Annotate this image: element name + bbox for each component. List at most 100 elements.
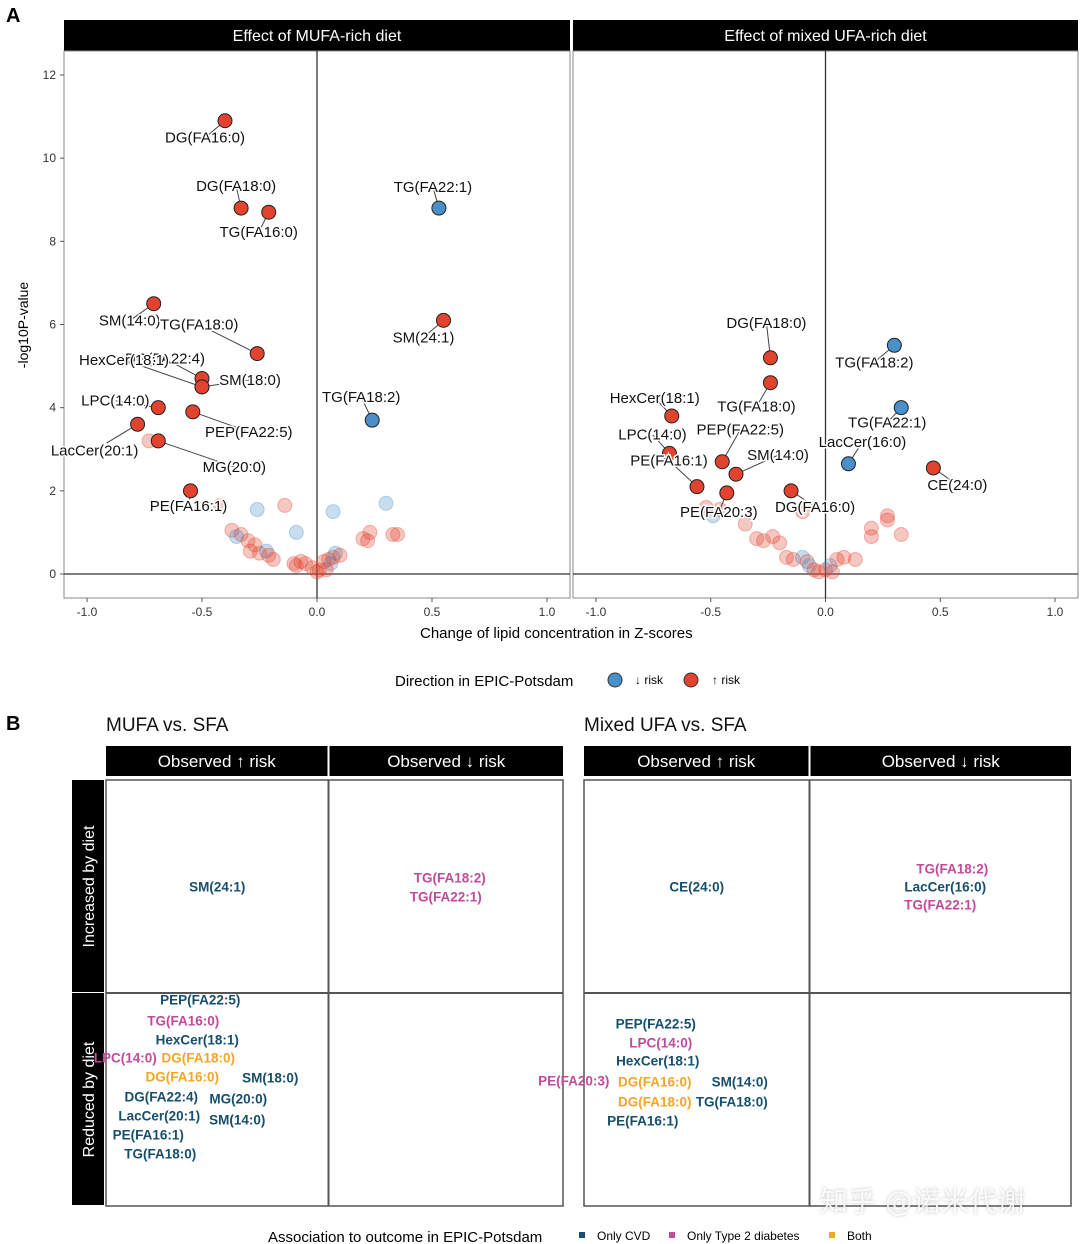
legend-only-t2d-label: Only Type 2 diabetes [687, 1229, 800, 1243]
x-tick-label: 0.0 [309, 605, 326, 619]
faded-point [778, 549, 794, 565]
lipid-label: DG(FA16:0) [618, 1075, 692, 1090]
point-label: TG(FA18:0) [160, 317, 238, 334]
faded-point [824, 564, 840, 580]
column-label: Observed ↓ risk [387, 752, 506, 771]
faded-point [795, 504, 811, 520]
point-label: PE(FA20:3) [680, 504, 758, 521]
faded-point [258, 543, 274, 559]
point-SM(18:0) [194, 379, 210, 395]
label-leader [201, 379, 251, 388]
faded-point [298, 556, 313, 572]
faded-point [288, 524, 304, 540]
x-tick-label: 0.0 [817, 605, 834, 619]
point-PE(FA16:1) [183, 483, 198, 499]
lipid-label: HexCer(18:1) [616, 1054, 699, 1069]
column-label: Observed ↑ risk [158, 752, 277, 771]
lipid-label: TG(FA18:2) [414, 871, 486, 886]
faded-point [229, 529, 244, 545]
chart-layer: Effect of MUFA-rich diet -1.0 -0.5 0.0 0.5 1.… [43, 20, 1079, 1207]
faded-point [288, 558, 304, 574]
lipid-label: SM(14:0) [209, 1113, 265, 1128]
faded-point [311, 562, 327, 578]
point-label: SM(14:0) [99, 313, 161, 330]
faded-point [829, 551, 845, 567]
lipid-label: TG(FA18:0) [124, 1147, 196, 1162]
faded-point [277, 497, 293, 513]
x-tick-label: 0.5 [932, 605, 949, 619]
point-label: DG(FA18:0) [726, 315, 806, 332]
legend-both-swatch [829, 1232, 835, 1238]
row-header [72, 993, 104, 1205]
column-header [584, 746, 809, 776]
faded-point [247, 537, 263, 553]
point-label: DG(FA16:0) [775, 499, 855, 516]
legend-b-title: Association to outcome in EPIC-Potsdam [268, 1229, 542, 1244]
lipid-label: TG(FA16:0) [147, 1014, 219, 1029]
faded-point [756, 533, 772, 549]
faded-point [847, 551, 863, 567]
lipid-label: SM(14:0) [712, 1075, 768, 1090]
watermark: 知乎 @诺米代谢 [820, 1185, 1025, 1218]
faded-point [323, 556, 339, 572]
point-label: HexCer(18:1) [610, 390, 700, 407]
label-leader [198, 324, 258, 355]
y-tick-label: 12 [43, 68, 57, 82]
faded-point [286, 556, 302, 572]
legend-up-risk-swatch [683, 672, 699, 688]
faded-point [378, 495, 394, 511]
row-header [72, 780, 104, 992]
faded-point [265, 551, 281, 567]
point-PE(FA16:1) [689, 479, 705, 495]
faded-point [822, 558, 838, 574]
lipid-label: MG(20:0) [209, 1092, 267, 1107]
point-TG(FA18:2) [886, 337, 902, 353]
label-leader [158, 440, 235, 468]
faded-point [252, 545, 267, 561]
faded-point [325, 549, 341, 565]
label-leader [94, 423, 138, 451]
panel-a-letter: A [6, 5, 20, 27]
faded-point [233, 526, 249, 542]
point-DG(FA16:0) [783, 483, 799, 499]
lipid-label: LacCer(20:1) [118, 1109, 200, 1124]
column-label: Observed ↑ risk [637, 752, 756, 771]
y-tick-label: 0 [49, 567, 56, 581]
lipid-label: PE(FA16:1) [607, 1114, 678, 1129]
lipid-label: TG(FA22:1) [410, 890, 482, 905]
faded-point [879, 508, 895, 524]
volcano-panel-1: Effect of MUFA-rich diet -1.0 -0.5 0.0 0.5 1.… [43, 20, 571, 619]
lipid-label: TG(FA22:1) [904, 898, 976, 913]
lipid-grid-2: Mixed UFA vs. SFA Observed ↑ risk Observed… [538, 715, 1072, 1207]
faded-point [811, 564, 827, 580]
faded-point [261, 547, 277, 563]
y-tick-label: 2 [49, 484, 56, 498]
column-label: Observed ↓ risk [882, 752, 1001, 771]
point-label: LPC(14:0) [81, 393, 149, 410]
label-leader [735, 454, 779, 475]
lipid-label: PEP(FA22:5) [160, 993, 240, 1008]
point-LacCer(20:1) [130, 416, 146, 432]
faded-point [309, 564, 325, 580]
y-tick-label: 4 [49, 401, 56, 415]
panel-title: Effect of mixed UFA-rich diet [724, 28, 927, 45]
lipid-label: PE(FA16:1) [113, 1128, 184, 1143]
point-label: LacCer(16:0) [819, 434, 907, 451]
x-tick-label: 1.0 [1047, 605, 1064, 619]
row-label: Increased by diet [81, 825, 98, 947]
faded-point [390, 526, 405, 542]
point-label: PEP(FA22:5) [696, 422, 784, 439]
y-tick-label: 10 [43, 151, 57, 165]
faded-point [332, 547, 348, 563]
x-tick-label: 1.0 [539, 605, 556, 619]
grid-title: Mixed UFA vs. SFA [584, 715, 747, 736]
point-label: CE(24:0) [927, 477, 987, 494]
point-LPC(14:0) [150, 400, 166, 416]
panel-header [573, 20, 1078, 51]
y-tick-label: 8 [49, 234, 56, 248]
x-tick-label: -1.0 [77, 605, 98, 619]
faded-point [737, 516, 753, 532]
point-TG(FA18:0) [762, 375, 778, 391]
faded-point [863, 529, 879, 545]
volcano-panel-2: Effect of mixed UFA-rich diet -1.0 -0.5 0.0… [572, 20, 1079, 619]
